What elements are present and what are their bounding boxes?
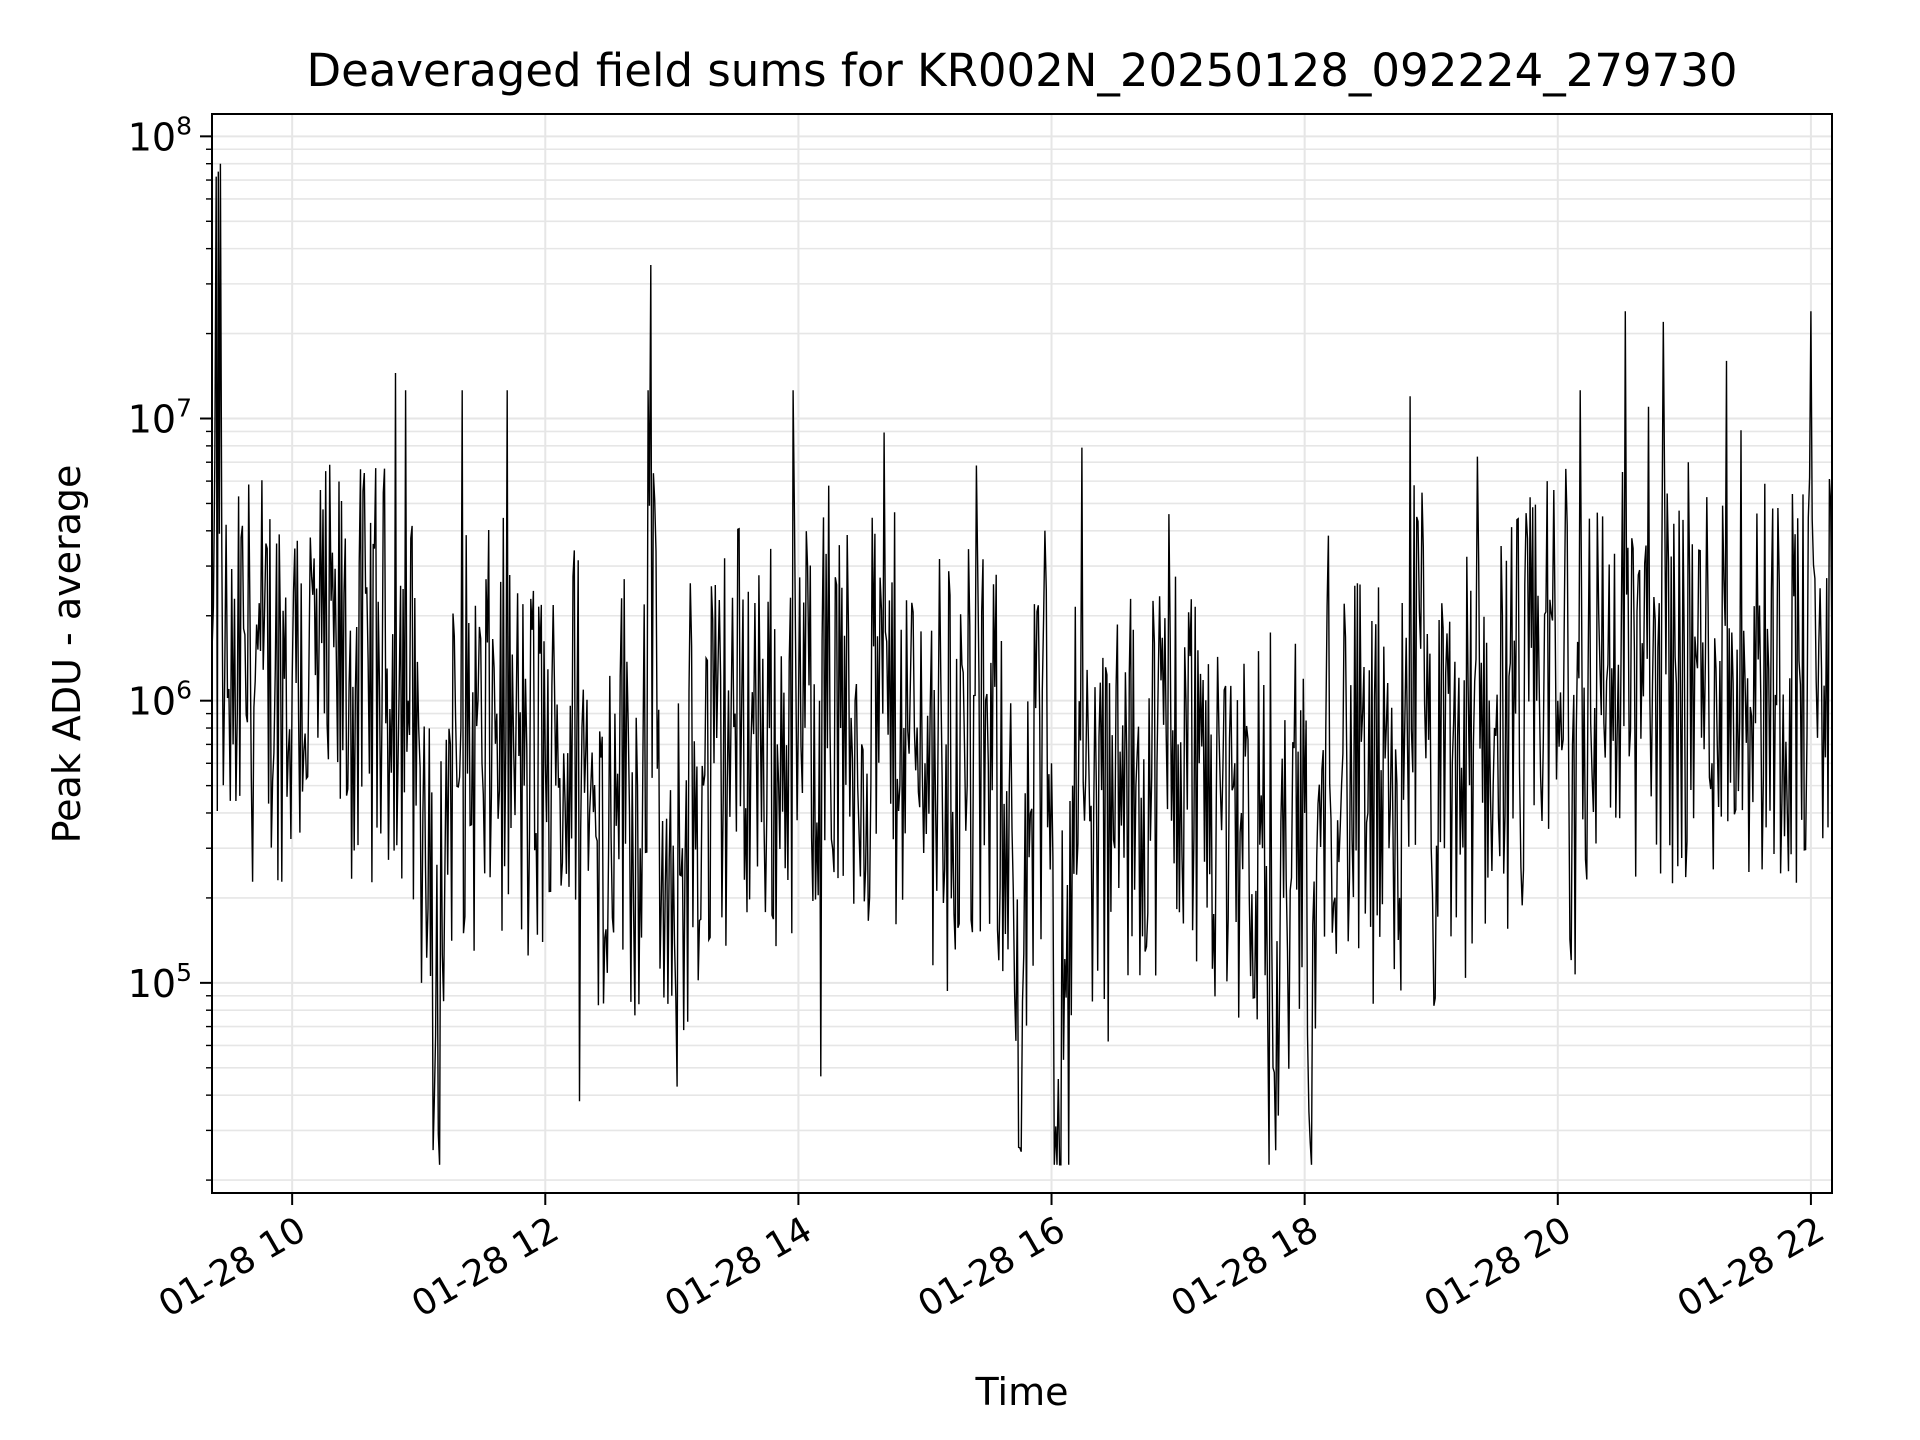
plot-frame [211, 113, 1833, 1194]
grid [212, 114, 1832, 1193]
y-tick-label: 106 [128, 676, 192, 724]
y-tick-label: 108 [128, 111, 192, 159]
y-axis-ticks: 105 106 107 108 [128, 111, 212, 1181]
y-axis-label: Peak ADU - average [45, 465, 89, 844]
series-line [211, 163, 1833, 1166]
chart-title: Deaveraged field sums for KR002N_2025012… [307, 44, 1738, 97]
x-axis-label: Time [975, 1370, 1069, 1414]
y-tick-label: 105 [128, 958, 192, 1006]
y-tick-label: 107 [128, 394, 192, 442]
